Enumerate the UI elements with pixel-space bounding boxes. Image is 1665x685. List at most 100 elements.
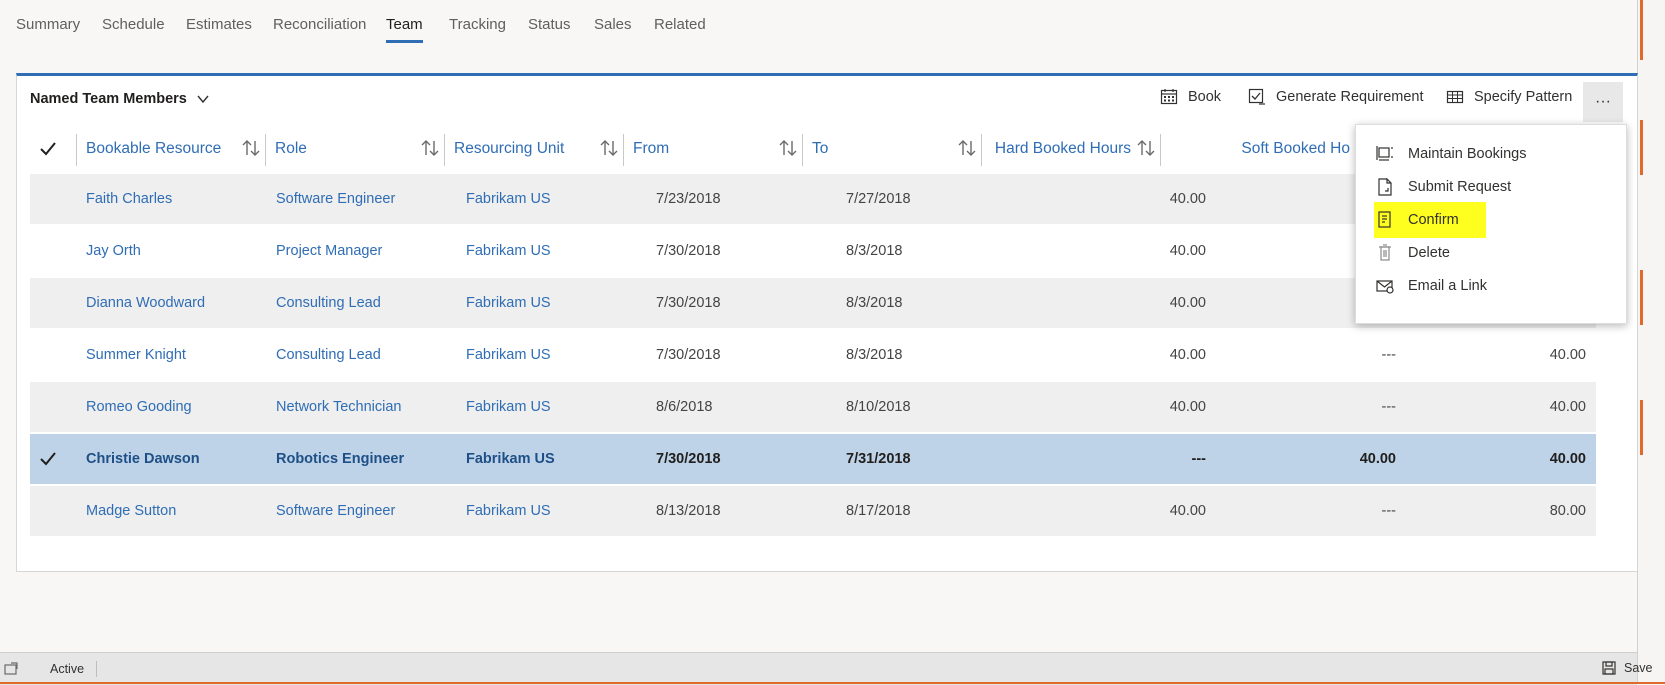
cell-bookable-resource[interactable]: Madge Sutton xyxy=(86,503,177,519)
cell-role[interactable]: Robotics Engineer xyxy=(276,451,405,467)
more-icon: ··· xyxy=(1595,93,1611,110)
cell-resourcing-unit[interactable]: Fabrikam US xyxy=(466,451,555,467)
cell-bookable-resource[interactable]: Jay Orth xyxy=(86,243,141,259)
more-commands-menu: Maintain Bookings Submit Request Confirm… xyxy=(1355,124,1627,324)
cell-bookable-resource[interactable]: Summer Knight xyxy=(86,347,186,363)
menu-item-label: Submit Request xyxy=(1408,179,1512,195)
status-bar: Active Save xyxy=(0,652,1653,685)
cell-soft-booked-hours: --- xyxy=(1381,503,1397,519)
cell-to: 7/31/2018 xyxy=(846,451,911,467)
cell-from: 7/30/2018 xyxy=(656,347,721,363)
cell-hard-booked-hours: 40.00 xyxy=(1169,295,1206,311)
checkmark-icon xyxy=(40,142,56,156)
cell-to: 8/10/2018 xyxy=(846,399,911,415)
save-button[interactable]: Save xyxy=(1602,661,1653,675)
cell-resourcing-unit[interactable]: Fabrikam US xyxy=(466,503,551,519)
menu-item-label: Email a Link xyxy=(1408,278,1487,294)
grid-header: Bookable Resource Role Resourcing Unit F… xyxy=(30,124,1596,174)
more-commands-button[interactable]: ··· xyxy=(1583,82,1623,122)
trash-icon xyxy=(1379,244,1391,261)
tab-status[interactable]: Status xyxy=(528,16,571,33)
cell-role[interactable]: Software Engineer xyxy=(276,503,396,519)
generate-requirement-button[interactable]: Generate Requirement xyxy=(1248,88,1424,106)
column-header-bookable-resource[interactable]: Bookable Resource xyxy=(86,140,222,157)
column-header-role[interactable]: Role xyxy=(275,140,307,157)
menu-item-email-a-link[interactable]: Email a Link xyxy=(1376,271,1487,301)
cell-role[interactable]: Consulting Lead xyxy=(276,295,381,311)
cell-role[interactable]: Network Technician xyxy=(276,399,402,415)
cell-role[interactable]: Software Engineer xyxy=(276,191,396,207)
book-button[interactable]: Book xyxy=(1160,88,1221,106)
table-row[interactable]: Summer Knight Consulting Lead Fabrikam U… xyxy=(30,330,1596,380)
sort-icon[interactable] xyxy=(958,138,976,158)
open-in-window-icon[interactable] xyxy=(4,662,18,676)
cell-role[interactable]: Consulting Lead xyxy=(276,347,381,363)
sort-icon[interactable] xyxy=(600,138,618,158)
cell-bookable-resource[interactable]: Christie Dawson xyxy=(86,451,200,467)
column-header-soft-booked-hours[interactable]: Soft Booked Ho xyxy=(1241,140,1350,157)
cell-hard-booked-hours: 40.00 xyxy=(1169,347,1206,363)
save-label: Save xyxy=(1624,661,1653,675)
cell-hard-booked-hours: 40.00 xyxy=(1169,243,1206,259)
calendar-icon xyxy=(1160,89,1178,105)
tab-estimates[interactable]: Estimates xyxy=(186,16,252,33)
table-row[interactable]: Faith Charles Software Engineer Fabrikam… xyxy=(30,174,1596,224)
column-header-hard-booked-hours[interactable]: Hard Booked Hours xyxy=(994,140,1131,157)
tab-related[interactable]: Related xyxy=(654,16,706,33)
cell-resourcing-unit[interactable]: Fabrikam US xyxy=(466,243,551,259)
select-all-checkbox[interactable] xyxy=(40,124,64,174)
table-row[interactable]: Romeo Gooding Network Technician Fabrika… xyxy=(30,382,1596,432)
tab-summary[interactable]: Summary xyxy=(16,16,81,33)
sort-icon[interactable] xyxy=(779,138,797,158)
sort-icon[interactable] xyxy=(242,138,260,158)
tab-reconciliation[interactable]: Reconciliation xyxy=(273,16,367,33)
table-row-selected[interactable]: Christie Dawson Robotics Engineer Fabrik… xyxy=(30,434,1596,484)
cell-hard-booked-hours: 40.00 xyxy=(1169,399,1206,415)
chevron-down-icon xyxy=(197,95,209,104)
view-selector[interactable]: Named Team Members xyxy=(30,91,209,107)
column-header-resourcing-unit[interactable]: Resourcing Unit xyxy=(454,140,565,157)
cell-to: 8/3/2018 xyxy=(846,243,903,259)
generate-requirement-icon xyxy=(1248,88,1265,105)
specify-pattern-button[interactable]: Specify Pattern xyxy=(1446,88,1572,106)
cell-bookable-resource[interactable]: Romeo Gooding xyxy=(86,399,192,415)
column-divider xyxy=(76,134,77,166)
cell-resourcing-unit[interactable]: Fabrikam US xyxy=(466,347,551,363)
column-divider xyxy=(623,134,624,166)
cell-hard-booked-hours: 40.00 xyxy=(1169,503,1206,519)
menu-item-maintain-bookings[interactable]: Maintain Bookings xyxy=(1376,139,1527,169)
cell-soft-booked-hours: --- xyxy=(1381,399,1397,415)
cell-resourcing-unit[interactable]: Fabrikam US xyxy=(466,191,551,207)
cell-total-hours: 80.00 xyxy=(1549,503,1586,519)
tab-team[interactable]: Team xyxy=(386,16,423,43)
pattern-icon xyxy=(1446,90,1464,104)
table-row[interactable]: Jay Orth Project Manager Fabrikam US 7/3… xyxy=(30,226,1596,276)
menu-item-confirm[interactable]: Confirm xyxy=(1374,202,1486,238)
tab-schedule[interactable]: Schedule xyxy=(102,16,165,33)
cell-bookable-resource[interactable]: Faith Charles xyxy=(86,191,173,207)
cell-bookable-resource[interactable]: Dianna Woodward xyxy=(86,295,206,311)
cell-role[interactable]: Project Manager xyxy=(276,243,383,259)
tab-sales[interactable]: Sales xyxy=(594,16,632,33)
column-header-to[interactable]: To xyxy=(812,140,829,157)
cell-resourcing-unit[interactable]: Fabrikam US xyxy=(466,295,551,311)
confirm-icon xyxy=(1378,211,1391,228)
generate-requirement-label: Generate Requirement xyxy=(1276,89,1424,105)
maintain-bookings-icon xyxy=(1376,146,1393,161)
checkmark-icon xyxy=(40,452,56,466)
menu-item-delete[interactable]: Delete xyxy=(1376,238,1450,268)
cell-resourcing-unit[interactable]: Fabrikam US xyxy=(466,399,551,415)
tab-tracking[interactable]: Tracking xyxy=(449,16,506,33)
highlight-marker xyxy=(1374,202,1486,238)
row-select-checkbox[interactable] xyxy=(40,434,56,484)
menu-item-submit-request[interactable]: Submit Request xyxy=(1376,172,1511,202)
column-divider xyxy=(802,134,803,166)
menu-item-label: Confirm xyxy=(1408,212,1459,228)
sort-icon[interactable] xyxy=(421,138,439,158)
sort-icon[interactable] xyxy=(1137,138,1155,158)
submit-request-icon xyxy=(1378,178,1392,196)
table-row[interactable]: Madge Sutton Software Engineer Fabrikam … xyxy=(30,486,1596,536)
column-header-from[interactable]: From xyxy=(633,140,670,157)
table-row[interactable]: Dianna Woodward Consulting Lead Fabrikam… xyxy=(30,278,1596,328)
record-status: Active xyxy=(50,662,85,676)
